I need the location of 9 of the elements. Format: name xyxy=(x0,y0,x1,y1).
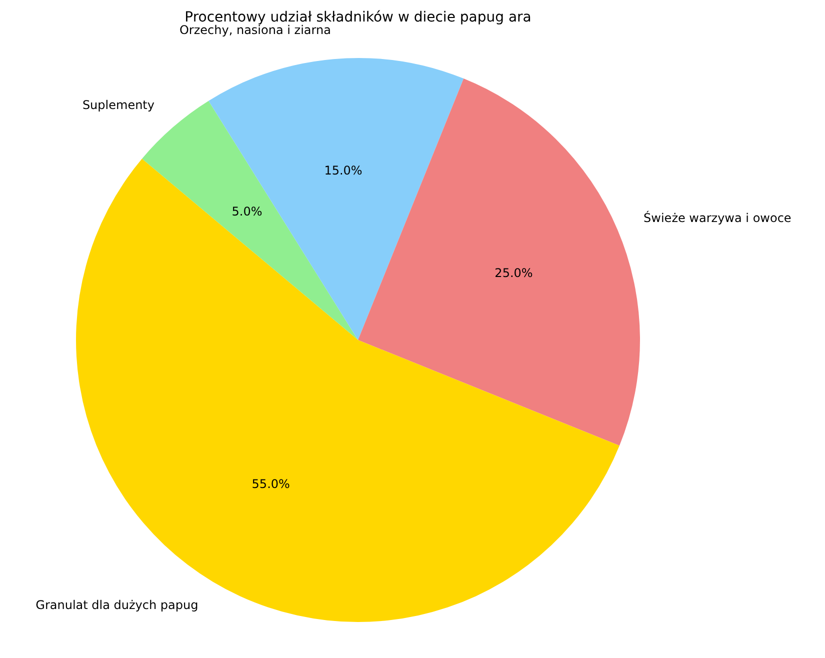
slice-label: Świeże warzywa i owoce xyxy=(644,210,792,225)
slice-label: Orzechy, nasiona i ziarna xyxy=(179,23,331,38)
data-label: 25.0% xyxy=(494,266,533,280)
slice-label: Granulat dla dużych papug xyxy=(36,598,198,612)
data-label: 15.0% xyxy=(324,164,362,178)
data-label: 55.0% xyxy=(252,477,290,492)
slice-label: Suplementy xyxy=(82,98,154,112)
chart-title: Procentowy udział składników w diecie papug ara xyxy=(184,10,532,26)
data-label: 5.0% xyxy=(232,204,262,218)
